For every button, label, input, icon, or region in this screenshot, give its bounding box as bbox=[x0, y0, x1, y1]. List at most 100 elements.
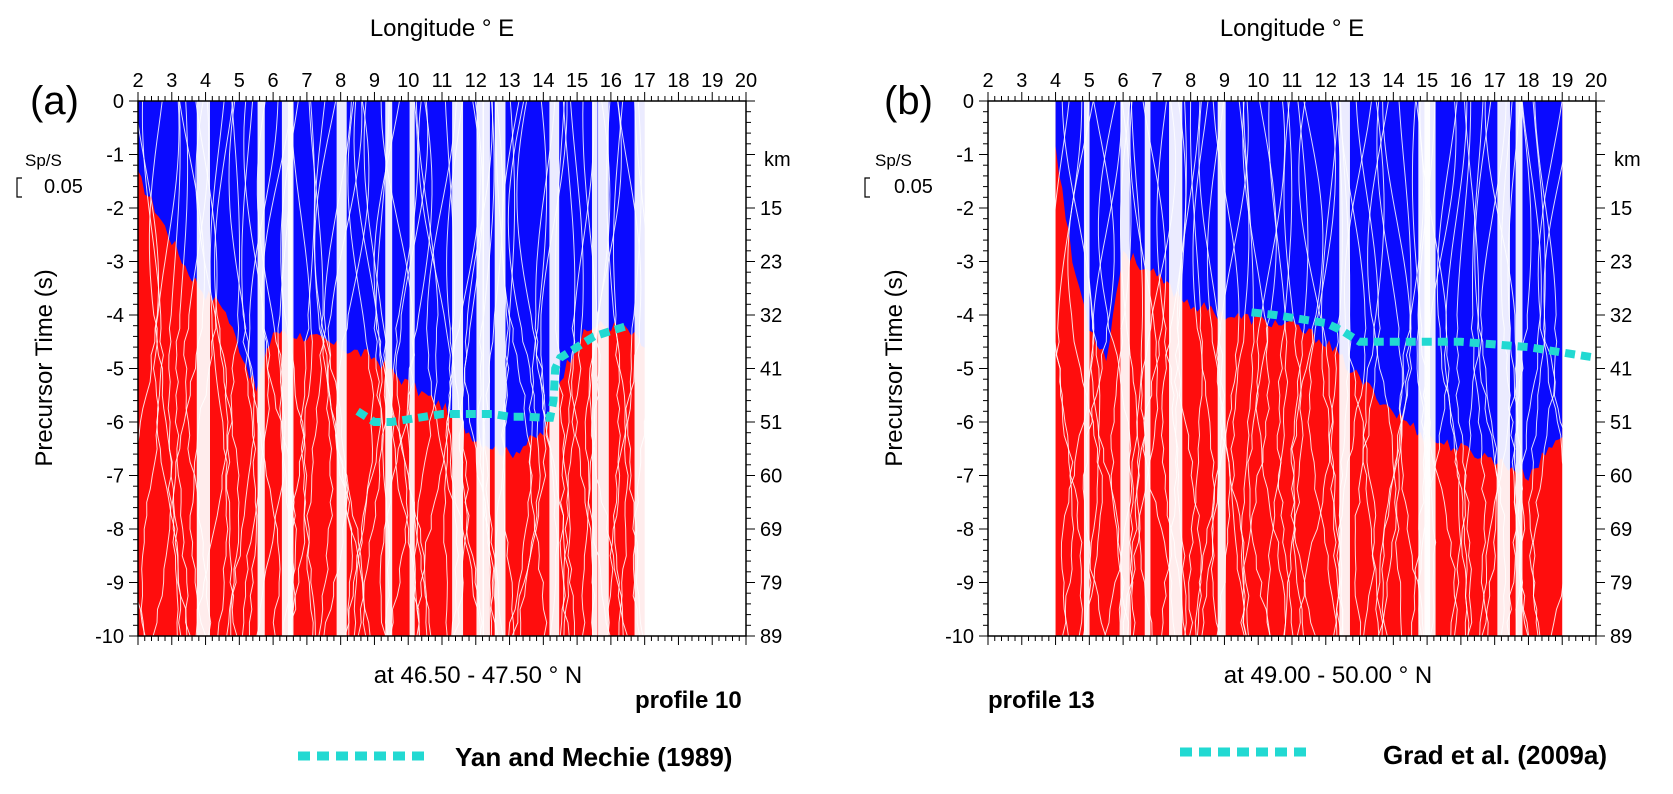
seismic-trace bbox=[627, 101, 644, 636]
seismic-trace bbox=[148, 101, 172, 636]
x-tick-label: 20 bbox=[735, 70, 757, 92]
station-gap bbox=[1515, 101, 1523, 636]
panel-a-scale-value: 0.05 bbox=[44, 176, 83, 198]
seismic-trace bbox=[314, 101, 349, 636]
seismic-trace bbox=[379, 101, 415, 636]
panel-b-label: (b) bbox=[884, 79, 933, 123]
seismic-trace bbox=[1210, 101, 1240, 636]
depth-tick-label: 15 bbox=[760, 198, 782, 220]
seismic-trace bbox=[1240, 101, 1255, 636]
seismic-trace bbox=[1067, 101, 1103, 636]
panel-a-ylabel: Precursor Time (s) bbox=[31, 269, 58, 466]
depth-tick-label: 15 bbox=[1610, 198, 1632, 220]
seismic-trace bbox=[1543, 101, 1578, 636]
seismic-trace bbox=[189, 101, 218, 636]
seismic-trace bbox=[589, 101, 624, 636]
seismic-trace bbox=[501, 101, 533, 636]
depth-tick-label: 89 bbox=[1610, 626, 1632, 648]
panel-b-subtitle: at 49.00 - 50.00 ° N bbox=[1224, 662, 1432, 689]
x-tick-label: 11 bbox=[432, 70, 453, 92]
panel-b-plot: 2 3 4 5 6 7 8 9 10 11 12 13 14 15 16 17 18 19 200-1-2-3-4-… bbox=[945, 70, 1632, 648]
seismic-trace bbox=[373, 101, 391, 636]
x-tick-label: 17 bbox=[634, 70, 656, 92]
x-tick-label: 16 bbox=[1450, 70, 1472, 92]
seismic-trace bbox=[1343, 101, 1377, 636]
seismic-trace bbox=[426, 101, 460, 636]
seismic-trace bbox=[632, 101, 653, 636]
legend-b-label: Grad et al. (2009a) bbox=[1383, 740, 1607, 770]
y-tick-label: 0 bbox=[963, 91, 974, 113]
seismic-trace bbox=[1283, 101, 1304, 636]
seismic-trace bbox=[1455, 101, 1473, 636]
seismic-trace bbox=[1174, 101, 1187, 636]
seismic-trace bbox=[406, 101, 433, 636]
station-gap bbox=[1424, 101, 1436, 636]
seismic-trace bbox=[152, 101, 180, 636]
depth-tick-label: 79 bbox=[1610, 573, 1632, 595]
y-tick-label: -7 bbox=[106, 466, 124, 488]
y-tick-label: -8 bbox=[106, 519, 124, 541]
y-tick-label: -2 bbox=[956, 198, 974, 220]
y-tick-label: -9 bbox=[956, 573, 974, 595]
seismic-trace bbox=[483, 101, 504, 636]
seismic-trace bbox=[1443, 101, 1468, 636]
depth-tick-label: 79 bbox=[760, 573, 782, 595]
seismic-trace bbox=[1354, 101, 1381, 636]
seismic-trace bbox=[446, 101, 482, 636]
station-gap bbox=[591, 101, 598, 636]
seismic-trace bbox=[261, 101, 297, 636]
seismic-trace bbox=[1084, 101, 1101, 636]
x-tick-label: 4 bbox=[1050, 70, 1061, 92]
seismic-trace bbox=[390, 101, 420, 636]
seismic-trace bbox=[1291, 101, 1324, 636]
x-tick-label: 3 bbox=[1016, 70, 1027, 92]
x-tick-label: 11 bbox=[1282, 70, 1303, 92]
seismic-trace bbox=[353, 101, 383, 636]
seismic-trace bbox=[1375, 101, 1403, 636]
seismic-trace bbox=[1276, 101, 1294, 636]
x-tick-label: 5 bbox=[1084, 70, 1095, 92]
seismic-trace bbox=[138, 101, 159, 636]
seismic-trace bbox=[464, 101, 495, 636]
seismic-trace bbox=[1082, 101, 1115, 636]
seismic-trace bbox=[507, 101, 541, 636]
y-tick-label: -8 bbox=[956, 519, 974, 541]
x-tick-label: 15 bbox=[1416, 70, 1438, 92]
y-tick-label: -5 bbox=[106, 359, 124, 381]
seismic-trace bbox=[1255, 101, 1287, 636]
seismic-trace bbox=[395, 101, 429, 636]
depth-tick-label: 89 bbox=[760, 626, 782, 648]
seismic-trace bbox=[500, 101, 516, 636]
seismic-trace bbox=[1296, 101, 1334, 636]
seismic-trace bbox=[554, 101, 569, 636]
station-gap bbox=[1339, 101, 1350, 636]
station-gap bbox=[336, 101, 347, 636]
station-gap bbox=[1083, 101, 1090, 636]
seismic-trace bbox=[540, 101, 570, 636]
station-gap bbox=[494, 101, 506, 636]
seismic-trace bbox=[362, 101, 387, 636]
station-gap bbox=[1144, 101, 1151, 636]
seismic-trace bbox=[1517, 101, 1542, 636]
seismic-trace bbox=[167, 101, 182, 636]
seismic-trace bbox=[1483, 101, 1519, 636]
seismic-trace bbox=[1395, 101, 1412, 636]
seismic-trace bbox=[1436, 101, 1462, 636]
depth-tick-label: 51 bbox=[760, 412, 782, 434]
seismic-trace bbox=[1367, 101, 1397, 636]
y-tick-label: -1 bbox=[106, 145, 124, 167]
panel-a-plot: 2 3 4 5 6 7 8 9 10 11 12 13 14 15 16 17 18 19 200-1-2-3-4-… bbox=[95, 70, 782, 648]
x-tick-label: 2 bbox=[982, 70, 993, 92]
x-tick-label: 8 bbox=[335, 70, 346, 92]
x-tick-label: 13 bbox=[498, 70, 520, 92]
x-tick-label: 8 bbox=[1185, 70, 1196, 92]
y-tick-label: -5 bbox=[956, 359, 974, 381]
x-tick-label: 12 bbox=[1315, 70, 1337, 92]
seismic-trace bbox=[1307, 101, 1338, 636]
seismic-trace bbox=[612, 101, 642, 636]
seismic-trace bbox=[1290, 101, 1309, 636]
station-gap bbox=[257, 101, 265, 636]
seismic-trace bbox=[1338, 101, 1352, 636]
x-tick-label: 10 bbox=[397, 70, 419, 92]
seismic-trace bbox=[1532, 101, 1558, 636]
